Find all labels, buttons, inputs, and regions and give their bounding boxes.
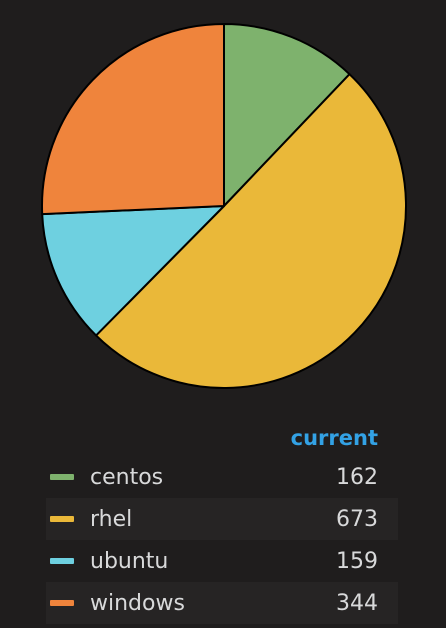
- legend-swatch-rhel: [50, 516, 74, 522]
- pie-slice-windows[interactable]: [41, 23, 225, 216]
- legend-table: current centos 162 rhel 673 ubuntu 159 w…: [46, 420, 398, 624]
- legend-row-centos[interactable]: centos 162: [46, 456, 398, 498]
- legend-swatch-windows: [50, 600, 74, 606]
- legend-value-windows: 344: [336, 590, 378, 616]
- legend-swatch-ubuntu: [50, 558, 74, 564]
- pie-chart: [41, 23, 407, 389]
- pie-slice-ubuntu[interactable]: [41, 205, 225, 337]
- legend-label-rhel: rhel: [90, 506, 133, 532]
- legend-label-centos: centos: [90, 464, 164, 490]
- pie-slice-rhel[interactable]: [95, 73, 407, 389]
- legend-label-windows: windows: [90, 590, 185, 616]
- legend-value-ubuntu: 159: [336, 548, 378, 574]
- legend-row-ubuntu[interactable]: ubuntu 159: [46, 540, 398, 582]
- legend-value-rhel: 673: [336, 506, 378, 532]
- legend-row-rhel[interactable]: rhel 673: [46, 498, 398, 540]
- legend-swatch-centos: [50, 474, 74, 480]
- legend-value-header[interactable]: current: [290, 426, 378, 450]
- pie-slice-centos[interactable]: [223, 23, 351, 207]
- legend-row-windows[interactable]: windows 344: [46, 582, 398, 624]
- legend-label-ubuntu: ubuntu: [90, 548, 169, 574]
- legend-value-centos: 162: [336, 464, 378, 490]
